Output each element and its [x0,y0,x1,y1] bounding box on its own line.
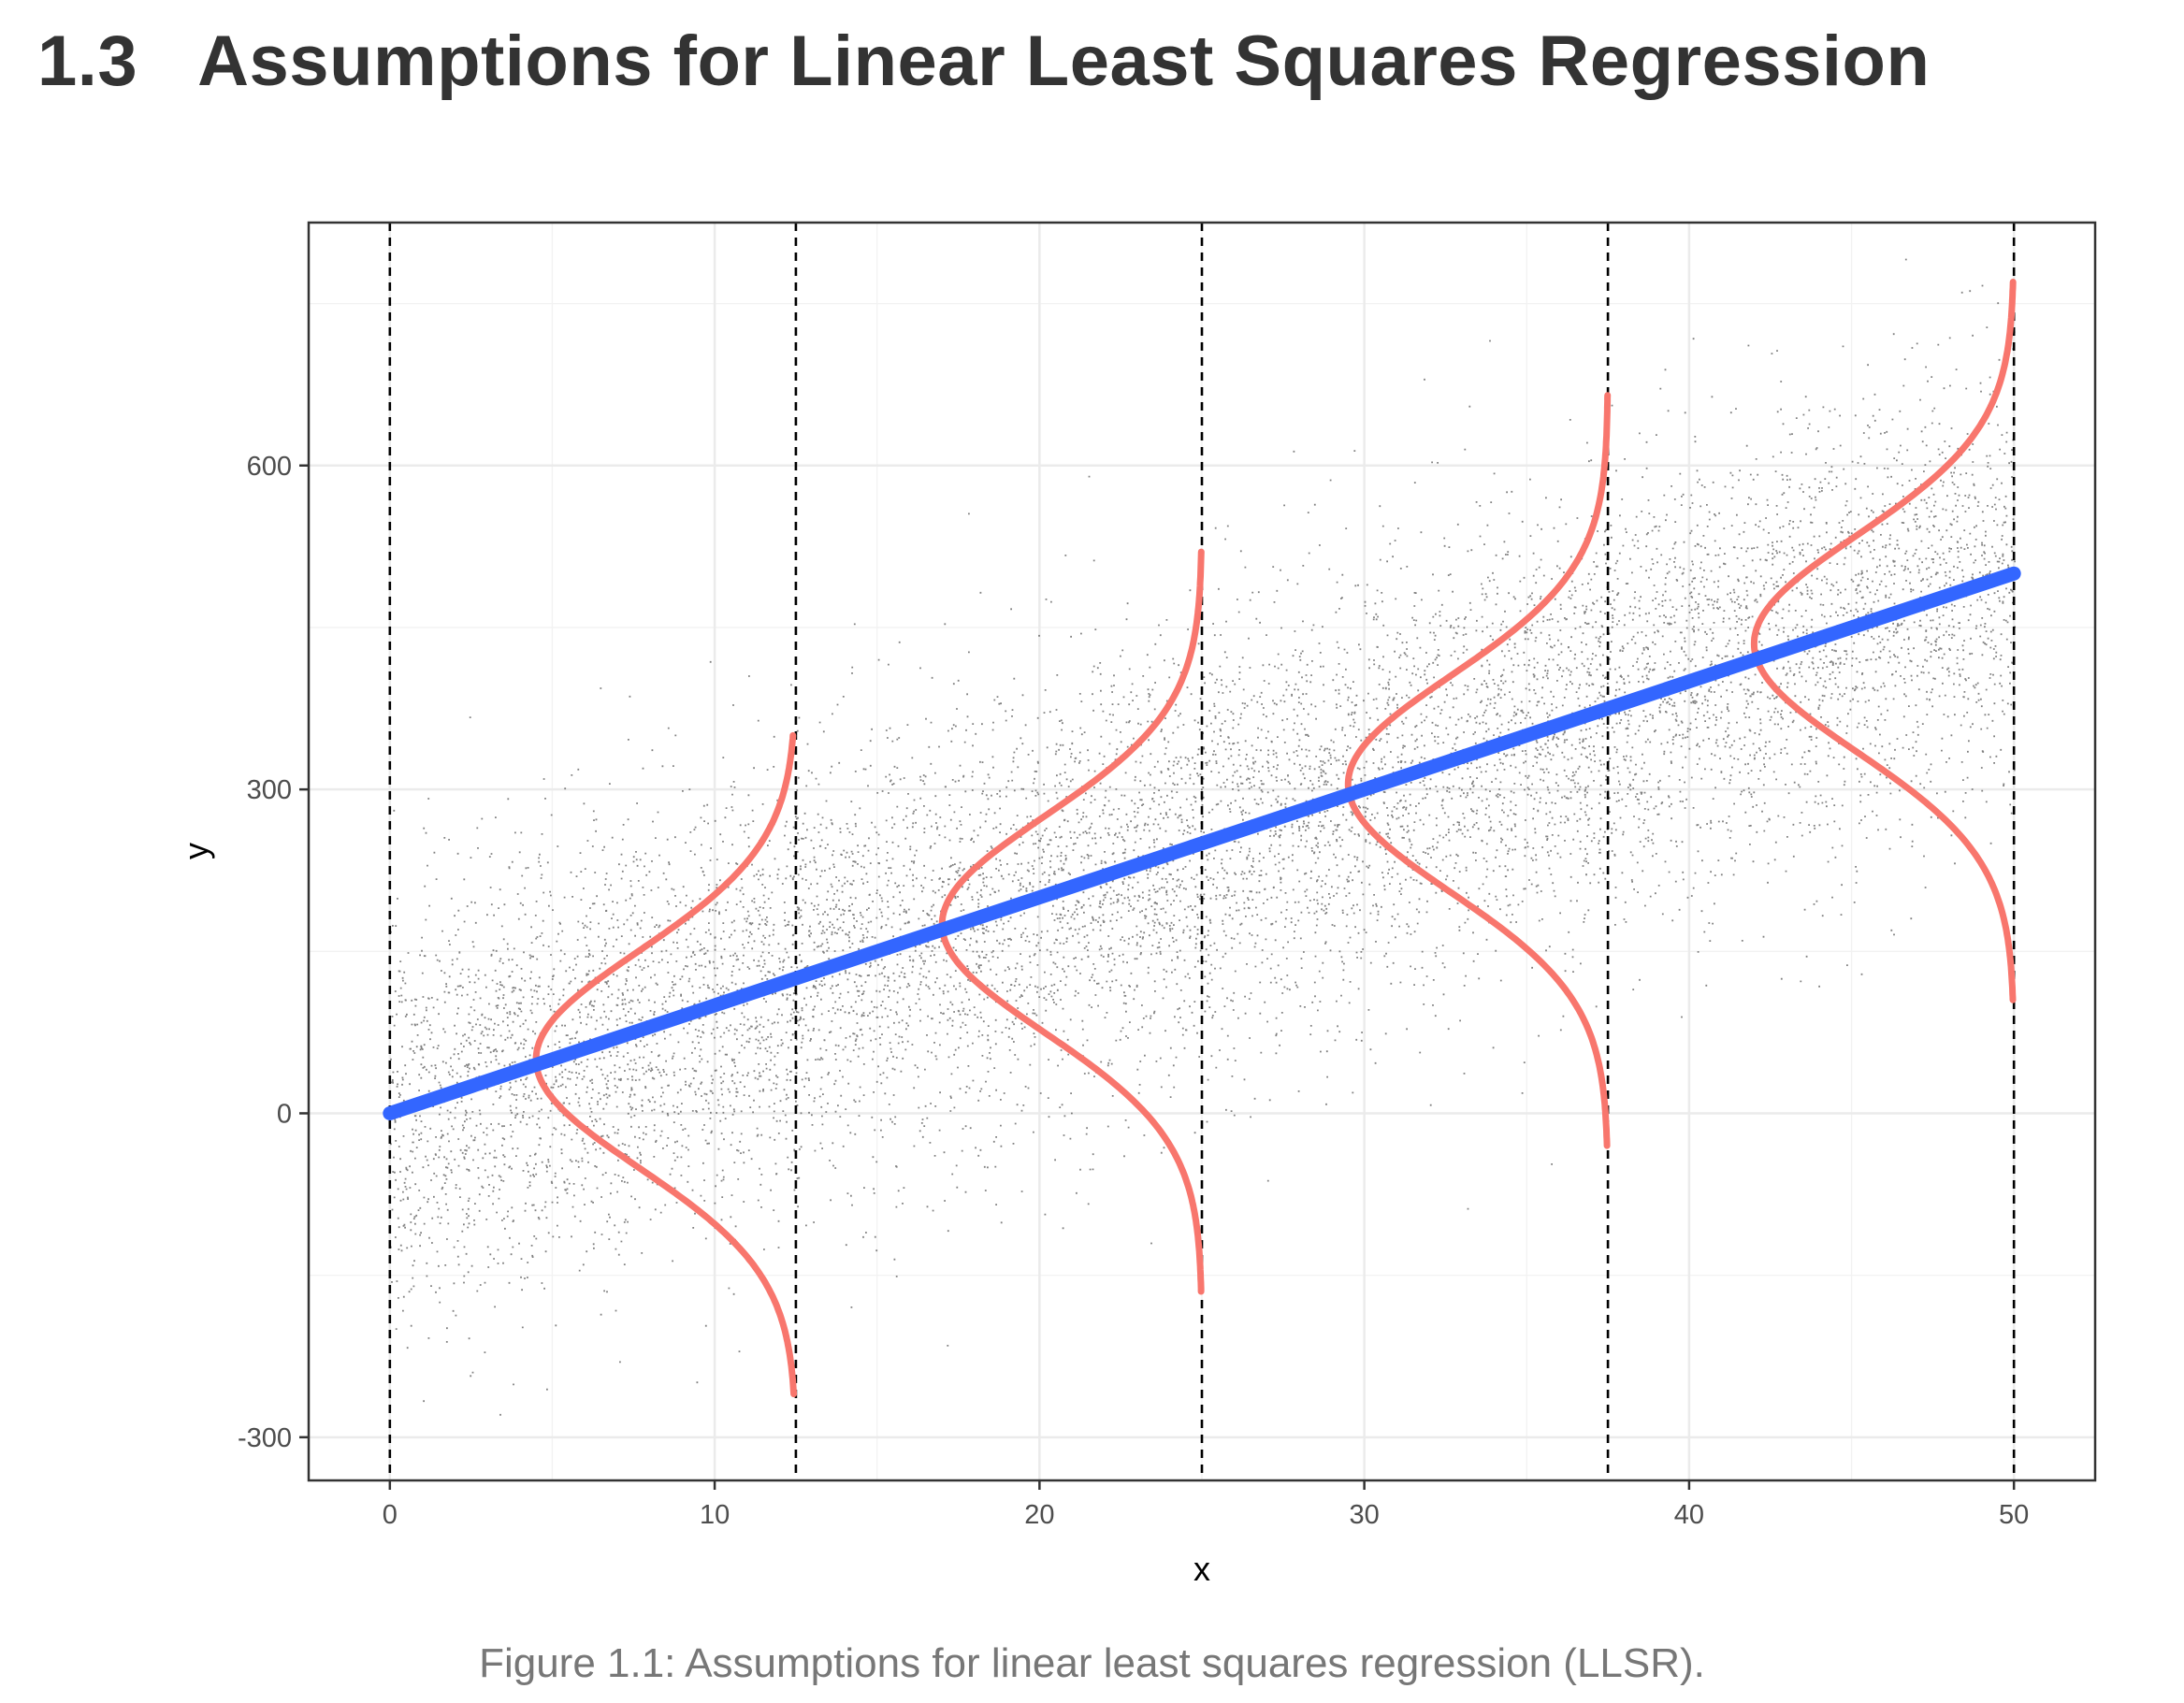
regression-chart: 0 10 20 30 40 50 -300 0 300 600 x y [177,221,2097,1588]
y-tick-label: -300 [238,1423,292,1453]
x-tick-label: 20 [1024,1500,1054,1530]
x-tick-label: 0 [383,1500,398,1530]
normal-curve [1344,392,1612,1149]
normal-curve [938,548,1205,1295]
x-tick-label: 50 [1999,1500,2029,1530]
y-axis-title: y [177,843,215,859]
y-tick-label: 0 [277,1099,292,1129]
x-tick-label: 40 [1674,1500,1704,1530]
figure-caption: Figure 1.1: Assumptions for linear least… [479,1640,1705,1686]
y-tick-label: 300 [247,775,292,805]
section-number: 1.3 [37,22,138,101]
x-axis-title: x [1193,1550,1210,1588]
fit-line [383,566,2021,1120]
x-tick-label: 30 [1350,1500,1380,1530]
axes: 0 10 20 30 40 50 -300 0 300 600 [238,452,2029,1530]
section-heading: 1.3 Assumptions for Linear Least Squares … [37,21,1930,102]
y-tick-label: 600 [247,452,292,482]
section-title: Assumptions for Linear Least Squares Reg… [197,22,1931,101]
x-tick-label: 10 [700,1500,730,1530]
fit-line-layer [383,566,2021,1120]
plot-border [307,221,2097,1482]
normal-curve [1750,279,2017,1003]
